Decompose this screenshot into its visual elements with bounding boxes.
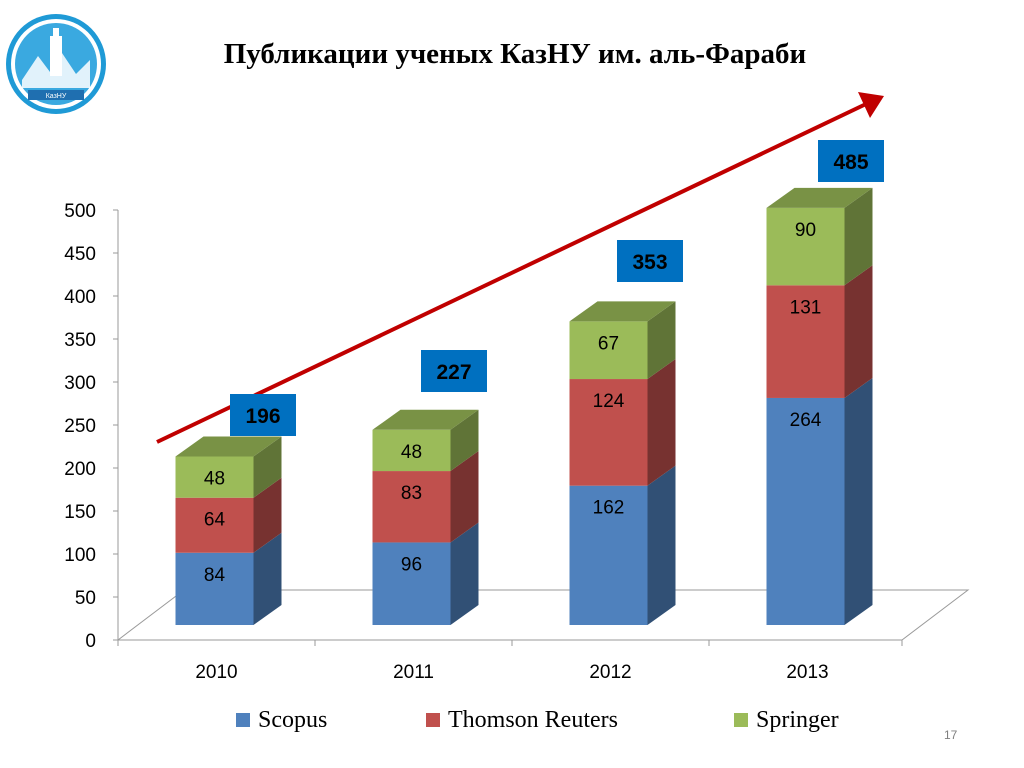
bar-segment-top (766, 187, 873, 208)
bar-segment-side (647, 465, 676, 625)
y-tick-label: 200 (64, 459, 96, 480)
bar-segment (569, 379, 648, 486)
data-label: 264 (790, 410, 822, 431)
legend-item-scopus: Scopus (236, 706, 327, 734)
y-tick-label: 100 (64, 545, 96, 566)
bar-segment-side (253, 436, 282, 498)
y-tick-label: 50 (75, 588, 96, 609)
bar-segment-side (450, 451, 479, 543)
bar-segment (372, 542, 451, 625)
y-tick-label: 150 (64, 502, 96, 523)
total-label: 196 (245, 405, 280, 428)
data-label: 96 (401, 554, 422, 575)
bar-segment-side (844, 187, 873, 286)
data-label: 124 (593, 391, 625, 412)
bar-segment-side (450, 522, 479, 625)
data-label: 48 (204, 468, 225, 489)
x-tick-label: 2010 (195, 662, 237, 683)
university-seal-icon: КазНУ (6, 14, 106, 114)
bar-segment (175, 497, 254, 553)
data-label: 131 (790, 297, 822, 318)
bar-segment (766, 397, 845, 625)
data-label: 83 (401, 483, 422, 504)
bar-segment (766, 207, 845, 286)
data-label: 84 (204, 565, 226, 586)
bar-segment (569, 321, 648, 380)
total-label: 227 (436, 361, 471, 384)
bar-segment (175, 456, 254, 498)
bar-segment (372, 471, 451, 543)
total-box (617, 240, 683, 282)
total-label: 353 (632, 251, 667, 274)
legend-item-thomson-reuters: Thomson Reuters (426, 706, 618, 734)
trend-arrow-line (156, 102, 867, 444)
legend-swatch-springer (734, 713, 748, 727)
bar-segment (175, 552, 254, 625)
legend-swatch-scopus (236, 713, 250, 727)
bar-segment-side (844, 377, 873, 625)
bar-segment-side (450, 409, 479, 472)
slide-title: Публикации ученых КазНУ им. аль-Фараби (223, 38, 807, 70)
bar-segment-side (647, 359, 676, 486)
x-tick-label: 2011 (393, 662, 434, 683)
y-tick-label: 350 (64, 330, 96, 351)
legend-item-springer: Springer (734, 706, 839, 734)
legend-label-scopus: Scopus (258, 706, 328, 733)
bar-segment (372, 429, 451, 472)
trend-arrow-head (858, 92, 884, 118)
data-label: 64 (204, 510, 226, 531)
bar-segment-top (175, 436, 282, 457)
logo-text: КазНУ (46, 93, 67, 100)
legend-label-springer: Springer (756, 706, 839, 733)
y-tick-label: 450 (64, 244, 96, 265)
total-box (421, 350, 487, 392)
y-tick-label: 300 (64, 373, 96, 394)
y-tick-label: 500 (64, 201, 96, 222)
bar-segment-top (372, 409, 479, 430)
data-label: 90 (795, 220, 816, 241)
x-tick-label: 2013 (786, 662, 828, 683)
bar-segment-side (647, 301, 676, 380)
total-label: 485 (833, 151, 868, 174)
bar-segment (766, 285, 845, 398)
bar-segment-side (253, 532, 282, 625)
total-box (230, 394, 296, 436)
y-tick-label: 0 (85, 631, 96, 652)
bar-segment (569, 485, 648, 625)
x-tick-label: 2012 (589, 662, 631, 683)
chart-floor (116, 589, 970, 641)
legend-label-thomson-reuters: Thomson Reuters (448, 706, 618, 733)
data-label: 67 (598, 333, 619, 354)
page-number: 17 (944, 728, 958, 742)
bar-segment-side (844, 265, 873, 398)
data-label: 48 (401, 442, 422, 463)
y-tick-label: 400 (64, 287, 96, 308)
data-label: 162 (593, 498, 625, 519)
bar-segment-side (253, 477, 282, 553)
y-tick-label: 250 (64, 416, 96, 437)
bar-segment-top (569, 301, 676, 322)
legend-swatch-thomson-reuters (426, 713, 440, 727)
total-box (818, 140, 884, 182)
